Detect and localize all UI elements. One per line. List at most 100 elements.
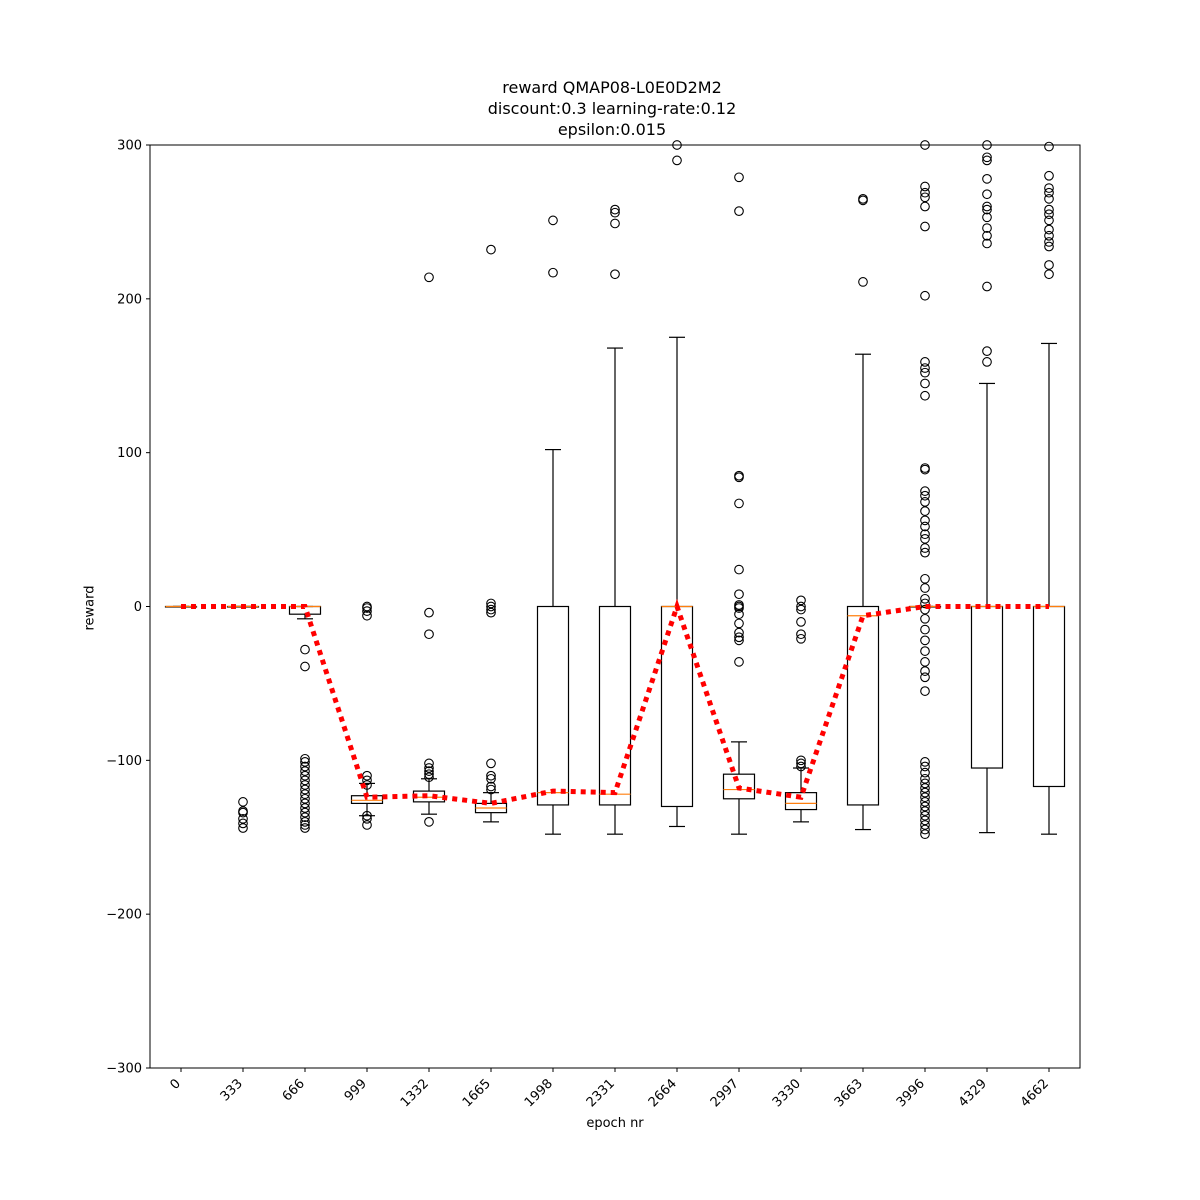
- chart-title-line-2: discount:0.3 learning-rate:0.12: [487, 99, 737, 118]
- outlier-point: [920, 515, 930, 526]
- y-tick-label: −100: [106, 754, 142, 769]
- mean-line: [181, 598, 1049, 806]
- outlier-point: [424, 766, 434, 776]
- y-tick-label: 200: [117, 292, 142, 307]
- outlier-point: [300, 661, 310, 672]
- outlier-point: [920, 367, 930, 378]
- outlier-point: [486, 773, 496, 784]
- outlier-point: [920, 773, 930, 784]
- outlier-point: [424, 629, 434, 640]
- y-tick-label: −300: [106, 1062, 142, 1077]
- outlier-point: [1044, 241, 1054, 252]
- outlier-point: [734, 632, 744, 643]
- box-iqr: [1032, 605, 1066, 788]
- outlier-point: [920, 357, 930, 367]
- outlier-point: [300, 775, 310, 786]
- y-tick-label: −200: [106, 908, 142, 923]
- outlier-point: [300, 789, 310, 800]
- outlier-point: [920, 792, 930, 803]
- chart-title-line-3: epsilon:0.015: [557, 120, 667, 139]
- outlier-point: [920, 767, 930, 778]
- outlier-point: [920, 490, 930, 501]
- outlier-point: [920, 787, 930, 798]
- outlier-point: [300, 770, 310, 781]
- outlier-point: [486, 601, 496, 612]
- outlier-point: [920, 187, 930, 198]
- outlier-point: [858, 195, 868, 206]
- outlier-point: [734, 657, 744, 667]
- outlier-point: [920, 506, 930, 516]
- outlier-point: [796, 633, 806, 644]
- outlier-point: [920, 657, 930, 667]
- outlier-point: [920, 824, 930, 835]
- outlier-point: [486, 607, 496, 618]
- outlier-point: [920, 547, 930, 558]
- outlier-point: [1044, 204, 1054, 215]
- box-iqr: [722, 773, 756, 800]
- chart-title-line-1: reward QMAP08-L0E0D2M2: [502, 78, 722, 97]
- outlier-point: [362, 606, 372, 616]
- outlier-point: [610, 204, 620, 215]
- outlier-point: [796, 601, 806, 612]
- outlier-point: [300, 753, 310, 764]
- outlier-point: [362, 603, 372, 613]
- outlier-point: [300, 803, 310, 813]
- outlier-point: [1044, 170, 1054, 181]
- outlier-point: [1044, 193, 1054, 204]
- outlier-point: [734, 618, 744, 629]
- outlier-point: [300, 807, 310, 818]
- outlier-point: [982, 212, 992, 223]
- outlier-point: [920, 672, 930, 683]
- outlier-point: [982, 238, 992, 249]
- outlier-point: [796, 617, 806, 627]
- outlier-point: [1044, 237, 1054, 247]
- outlier-point: [1044, 215, 1054, 226]
- x-tick-label: 2664: [646, 1076, 680, 1110]
- outlier-point: [920, 820, 930, 830]
- outlier-point: [920, 390, 930, 401]
- outlier-point: [424, 272, 434, 283]
- outlier-point: [920, 593, 930, 604]
- outlier-point: [300, 757, 310, 767]
- outlier-point: [486, 758, 496, 769]
- outlier-point: [486, 784, 496, 795]
- outlier-point: [362, 820, 372, 830]
- outlier-point: [734, 609, 744, 620]
- outlier-point: [920, 181, 930, 192]
- outlier-point: [300, 766, 310, 776]
- outlier-point: [920, 573, 930, 584]
- outlier-point: [300, 817, 310, 827]
- outlier-point: [486, 244, 496, 255]
- outlier-point: [920, 290, 930, 301]
- outlier-point: [920, 486, 930, 496]
- outlier-point: [424, 763, 434, 773]
- y-tick-label: 0: [134, 600, 142, 615]
- outlier-point: [1044, 230, 1054, 241]
- outlier-point: [1044, 183, 1054, 193]
- outlier-point: [734, 589, 744, 600]
- y-tick-label: 100: [117, 446, 142, 461]
- outlier-point: [920, 810, 930, 821]
- outlier-point: [548, 215, 558, 226]
- x-tick-label: 2997: [708, 1076, 742, 1110]
- outlier-point: [920, 666, 930, 676]
- x-tick-label: 1665: [460, 1076, 494, 1110]
- outlier-point: [920, 583, 930, 593]
- outlier-point: [1044, 141, 1054, 152]
- outlier-point: [920, 686, 930, 696]
- outlier-point: [920, 829, 930, 840]
- outlier-point: [300, 780, 310, 790]
- x-tick-label: 1998: [522, 1076, 556, 1110]
- outlier-point: [920, 815, 930, 826]
- outlier-point: [238, 797, 248, 807]
- outlier-point: [920, 797, 930, 807]
- outlier-point: [362, 770, 372, 781]
- outlier-point: [858, 277, 868, 287]
- outlier-point: [362, 775, 372, 786]
- outlier-point: [920, 806, 930, 816]
- outlier-point: [1044, 209, 1054, 220]
- x-tick-label: 1332: [398, 1076, 432, 1110]
- outlier-point: [610, 207, 620, 218]
- x-tick-label: 999: [342, 1076, 370, 1104]
- outlier-point: [238, 818, 248, 829]
